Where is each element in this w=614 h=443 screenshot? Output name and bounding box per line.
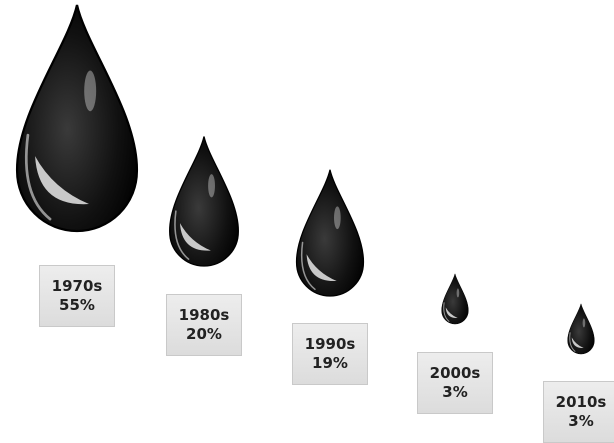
drop-reflection [582,318,586,328]
category-label-box: 1980s 20% [166,294,242,356]
oil-drop-body [169,136,239,267]
drop-reflection [334,206,341,230]
category-label-box: 1970s 55% [39,265,115,327]
category-label-box: 1990s 19% [292,323,368,385]
drop-highlight [306,254,337,282]
category-label: 1980s [178,306,230,324]
drop-reflection [84,70,97,112]
drop-shine [24,133,52,221]
drop-highlight [445,307,458,319]
value-label: 3% [568,412,594,430]
drop-highlight [571,337,584,349]
oil-drop-2000s [441,273,469,325]
value-label: 55% [59,296,95,314]
drop-highlight [35,156,89,205]
oil-drop-2010s [567,303,595,355]
category-label: 2010s [555,393,607,411]
category-label: 2000s [429,364,481,382]
drop-shine [300,241,316,291]
drop-reflection [208,174,215,198]
drop-shine [174,210,190,260]
oil-drop-body [295,169,365,297]
oil-drop-1970s [15,4,139,233]
oil-drop-body [15,4,139,233]
drop-shine [443,302,450,322]
value-label: 3% [442,383,468,401]
category-label-box: 2000s 3% [417,352,493,414]
category-label: 1970s [51,277,103,295]
oil-drop-1990s [295,169,365,297]
category-label-box: 2010s 3% [543,381,614,443]
drop-shine [569,332,576,352]
drop-reflection [456,288,460,298]
category-label: 1990s [304,335,356,353]
value-label: 20% [186,325,222,343]
oil-drop-1980s [169,136,239,267]
value-label: 19% [312,354,348,372]
drop-highlight [179,223,211,251]
